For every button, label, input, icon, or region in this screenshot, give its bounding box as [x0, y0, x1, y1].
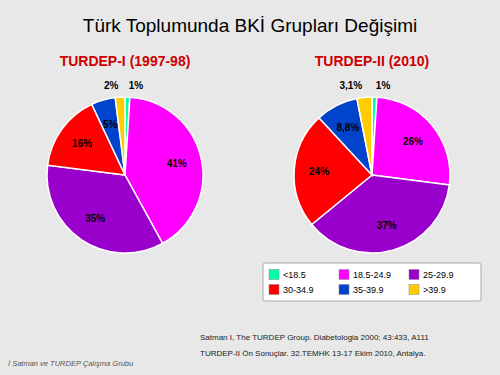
pie-slice	[372, 97, 450, 185]
data-label: 24%	[309, 166, 329, 177]
legend: <18.5 18.5-24.9 25-29.9 30-34.9 35-39.9 >39.9	[263, 263, 481, 301]
legend-swatch	[409, 270, 419, 280]
pie-slice	[47, 165, 163, 253]
chart-title: TURDEP-II (2010)	[315, 53, 429, 69]
pie-chart: TURDEP-I (1997-98) 1% 41% 35% 16% 5% 2%	[47, 53, 203, 253]
data-labels: 1% 41% 35% 16% 5% 2%	[72, 80, 187, 225]
figure: Türk Toplumunda BKİ Grupları Değişimi TUR…	[0, 0, 500, 375]
slices	[47, 97, 203, 253]
legend-swatch	[269, 270, 279, 280]
pie-slice	[115, 97, 125, 175]
legend-entry: 30-34.9	[283, 285, 314, 295]
legend-swatch	[409, 285, 419, 295]
legend-entry: 25-29.9	[423, 270, 454, 280]
footnote: TURDEP-II Ön Sonuçlar. 32.TEMHK 13-17 Ek…	[200, 349, 425, 358]
data-label: 3,1%	[339, 80, 362, 91]
chart-title: TURDEP-I (1997-98)	[60, 53, 191, 69]
data-label: 35%	[85, 213, 105, 224]
legend-swatch	[339, 285, 349, 295]
pie-slice	[357, 97, 372, 175]
main-title: Türk Toplumunda BKİ Grupları Değişimi	[83, 15, 417, 36]
legend-entry: >39.9	[423, 285, 446, 295]
legend-swatch	[269, 285, 279, 295]
footnote: İ Satman ve TURDEP Çalışma Grubu	[8, 359, 134, 368]
legend-entry: 35-39.9	[353, 285, 384, 295]
legend-box	[263, 263, 481, 301]
footnote: Satman I, The TURDEP Group. Diabetologia…	[200, 333, 429, 342]
legend-swatch	[339, 270, 349, 280]
data-label: 26%	[403, 136, 423, 147]
pie-slice	[92, 98, 125, 175]
legend-entry: <18.5	[283, 270, 306, 280]
background	[0, 0, 500, 375]
pie-chart: TURDEP-II (2010) 1% 26% 37% 24% 8,8% 3,1%	[294, 53, 450, 253]
legend-entry: 18.5-24.9	[353, 270, 391, 280]
chart-container: Türk Toplumunda BKİ Grupları Değişimi TUR…	[0, 0, 500, 375]
data-label: 2%	[104, 80, 119, 91]
data-labels: 1% 26% 37% 24% 8,8% 3,1%	[309, 80, 423, 232]
data-label: 1%	[129, 80, 144, 91]
data-label: 16%	[72, 138, 92, 149]
data-label: 41%	[167, 158, 187, 169]
data-label: 1%	[376, 80, 391, 91]
slices	[294, 97, 450, 253]
data-label: 5%	[103, 119, 118, 130]
data-label: 8,8%	[336, 122, 359, 133]
data-label: 37%	[377, 220, 397, 231]
